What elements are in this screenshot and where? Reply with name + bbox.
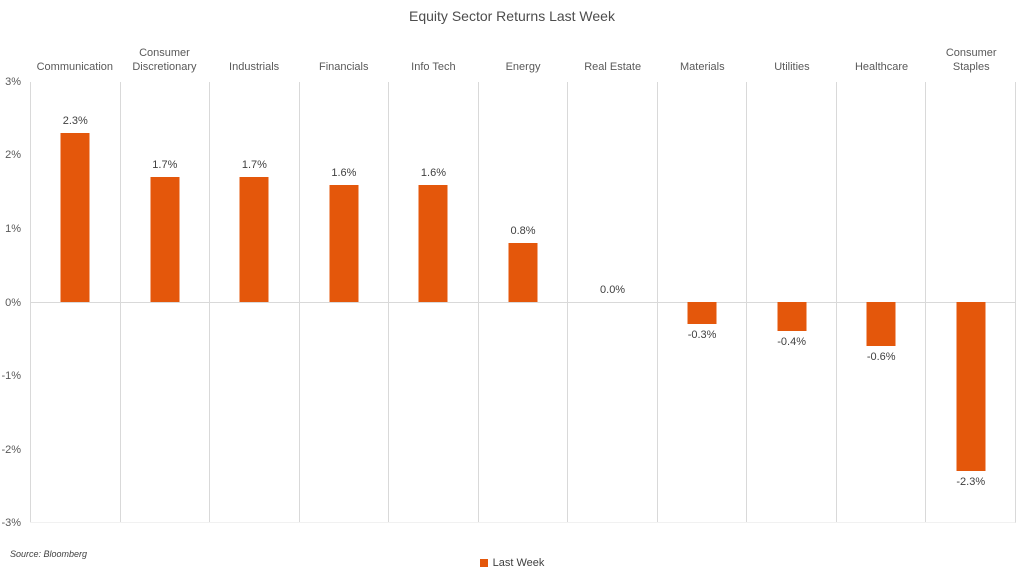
bar-value-label: 0.8%	[510, 225, 536, 238]
category-label-text: Materials	[679, 61, 725, 73]
bar-value-label: 1.6%	[331, 166, 357, 179]
category-label-text: Info Tech	[411, 61, 456, 73]
bar[interactable]	[508, 243, 538, 302]
plot-area: 2.3% 1.7% 1.7% 1.6% 1.6% 0.8% 0.0% -0.3% -0.4% -0…	[30, 82, 1016, 523]
legend[interactable]: Last Week	[0, 557, 1024, 569]
source-note: Source: Bloomberg	[10, 549, 88, 559]
bar[interactable]	[329, 184, 359, 302]
category-label: Financials	[299, 40, 389, 74]
bar[interactable]	[866, 302, 896, 346]
category-label-text: Communication	[36, 61, 114, 73]
bar[interactable]	[418, 184, 448, 302]
y-axis: 3% 2% 1% 0% -1% -2% -3%	[0, 76, 21, 529]
category-label-text: Consumer Staples	[945, 47, 997, 73]
bar-value-label: -2.3%	[956, 475, 986, 488]
bar-value-label: -0.6%	[866, 351, 896, 363]
bar[interactable]	[60, 133, 90, 302]
category-label: Communication	[30, 40, 120, 74]
legend-label: Last Week	[492, 557, 545, 569]
y-tick-label: 0%	[5, 296, 21, 309]
bar-value-label: -0.3%	[687, 329, 717, 341]
category-label: Consumer Discretionary	[120, 40, 210, 74]
category-label-text: Energy	[505, 61, 541, 73]
bar[interactable]	[150, 177, 180, 302]
legend-swatch-icon	[479, 559, 488, 567]
y-tick-label: 1%	[5, 222, 21, 235]
category-label-text: Financials	[318, 61, 369, 73]
zero-gridline	[30, 302, 1015, 303]
y-tick-label: 2%	[5, 149, 21, 162]
y-tick-label: -2%	[1, 443, 21, 456]
category-label: Real Estate	[568, 40, 658, 74]
category-label: Industrials	[209, 40, 299, 74]
bar-value-label: 0.0%	[600, 284, 626, 296]
category-label-text: Industrials	[229, 61, 280, 73]
grid-column: 1.7%	[209, 82, 299, 522]
y-tick-label: -3%	[1, 517, 21, 529]
category-label: Info Tech	[389, 40, 479, 74]
bar[interactable]	[956, 302, 986, 471]
category-label-text: Consumer Discretionary	[132, 47, 197, 73]
category-label: Consumer Staples	[926, 40, 1016, 74]
bar-value-label: 1.7%	[241, 159, 267, 172]
category-label-text: Healthcare	[854, 61, 909, 73]
chart-title: Equity Sector Returns Last Week	[409, 8, 615, 24]
category-labels: Communication Consumer Discretionary Indus…	[30, 40, 1016, 74]
category-label-text: Utilities	[774, 61, 810, 73]
bar[interactable]	[687, 302, 717, 324]
y-tick-label: -1%	[1, 369, 21, 382]
category-label: Materials	[657, 40, 747, 74]
category-label-text: Real Estate	[584, 61, 642, 73]
bar-value-label: 1.6%	[420, 166, 446, 179]
bar-value-label: 2.3%	[62, 115, 88, 128]
category-label: Utilities	[747, 40, 837, 74]
category-label: Healthcare	[837, 40, 927, 74]
category-label: Energy	[478, 40, 568, 74]
bar-value-label: 1.7%	[152, 159, 178, 172]
bar[interactable]	[239, 177, 269, 302]
bar-value-label: -0.4%	[777, 336, 807, 349]
bar[interactable]	[777, 302, 807, 332]
y-tick-label: 3%	[5, 76, 21, 88]
